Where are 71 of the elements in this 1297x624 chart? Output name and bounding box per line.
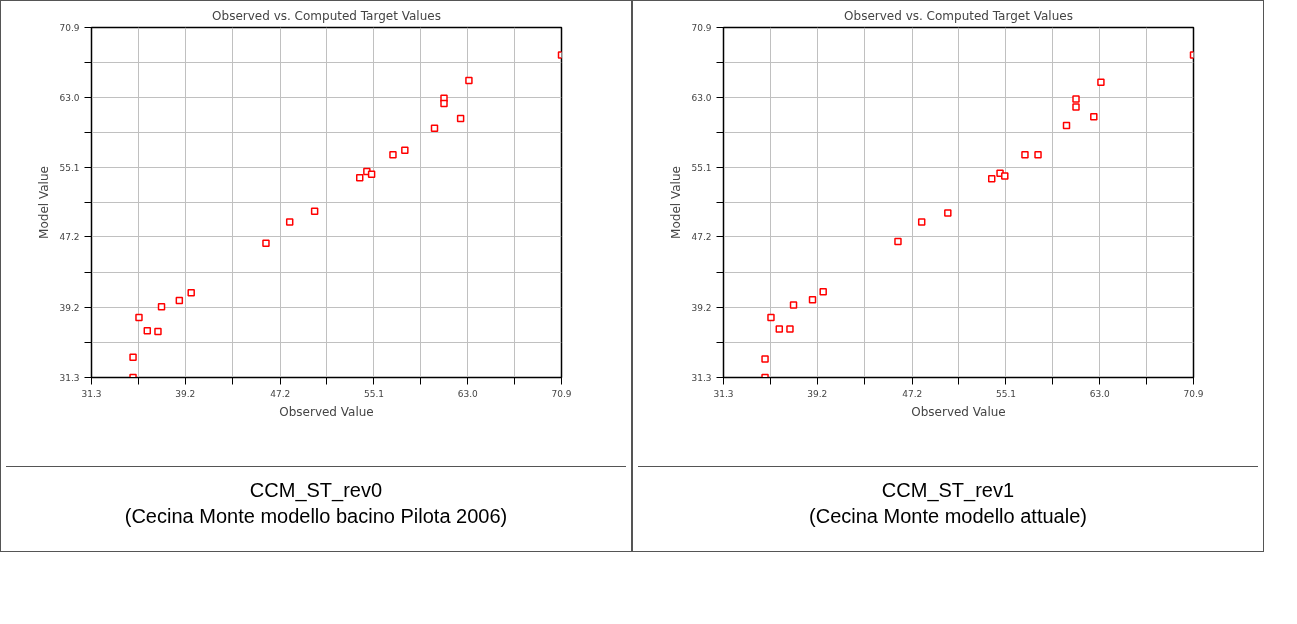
x-tick-label: 55.1: [363, 388, 384, 399]
point: [1090, 113, 1098, 121]
point: [987, 174, 996, 183]
point: [262, 239, 270, 247]
point: [767, 313, 775, 322]
point: [1072, 95, 1080, 103]
text: CCM_ST_rev0: [249, 479, 383, 501]
point: [430, 124, 439, 133]
point: [775, 325, 784, 333]
point: [944, 209, 952, 217]
point: [285, 218, 294, 226]
y-tick-label: 31.3: [691, 373, 712, 383]
point: [389, 151, 397, 159]
point: [1034, 151, 1042, 159]
x-tick-label: 47.2: [902, 388, 923, 399]
point: [175, 296, 184, 305]
x-tick-label: 70.9: [551, 388, 572, 399]
point: [129, 353, 137, 361]
x-axis-title: Observed Value: [911, 404, 1006, 419]
point: [917, 218, 926, 226]
text: (Cecina Monte modello attuale): [809, 505, 1087, 527]
text: (Cecina Monte modello bacino Pilota 2006): [124, 505, 508, 527]
y-tick-label: 31.3: [59, 373, 80, 383]
point: [310, 207, 319, 216]
x-tick-label: 55.1: [995, 388, 1016, 399]
point: [894, 237, 902, 246]
y-tick-label: 63.0: [59, 92, 80, 103]
y-tick-label: 47.2: [59, 232, 80, 243]
point: [143, 326, 152, 335]
y-tick-label: 39.2: [59, 303, 80, 314]
point: [154, 327, 162, 336]
point: [1001, 172, 1009, 180]
x-tick-label: 39.2: [175, 388, 196, 399]
point: [819, 288, 827, 296]
y-tick-label: 47.2: [691, 232, 712, 243]
point: [355, 174, 364, 182]
point: [786, 325, 794, 333]
y-tick-label: 55.1: [691, 162, 712, 173]
y-axis-title: Model Value: [37, 166, 52, 239]
point: [456, 114, 465, 123]
y-tick-label: 70.9: [691, 23, 712, 33]
y-tick-label: 63.0: [691, 92, 712, 103]
text: CCM_ST_rev1: [881, 479, 1015, 501]
x-tick-label: 70.9: [1183, 388, 1204, 399]
point: [367, 170, 376, 178]
point: [808, 295, 817, 304]
y-tick-label: 70.9: [59, 23, 80, 33]
x-tick-label: 39.2: [807, 388, 828, 399]
x-tick-label: 31.3: [713, 388, 734, 399]
y-tick-label: 39.2: [691, 303, 712, 314]
x-tick-label: 47.2: [270, 388, 291, 399]
point: [401, 146, 409, 155]
chart-title: Observed vs. Computed Target Values: [844, 8, 1073, 23]
x-tick-label: 31.3: [81, 388, 102, 399]
point: [157, 303, 166, 311]
x-tick-label: 63.0: [1089, 388, 1111, 399]
point: [1062, 121, 1071, 130]
x-tick-label: 63.0: [457, 388, 479, 399]
chart-title: Observed vs. Computed Target Values: [212, 8, 441, 23]
y-tick-label: 55.1: [59, 162, 80, 173]
point: [789, 301, 798, 309]
point: [1072, 103, 1080, 111]
point: [761, 355, 769, 363]
point: [1097, 78, 1105, 87]
point: [135, 313, 143, 322]
point: [187, 288, 195, 297]
point: [1021, 151, 1029, 159]
x-axis-title: Observed Value: [279, 404, 374, 419]
point: [465, 76, 473, 85]
point: [440, 99, 448, 108]
y-axis-title: Model Value: [669, 166, 684, 239]
